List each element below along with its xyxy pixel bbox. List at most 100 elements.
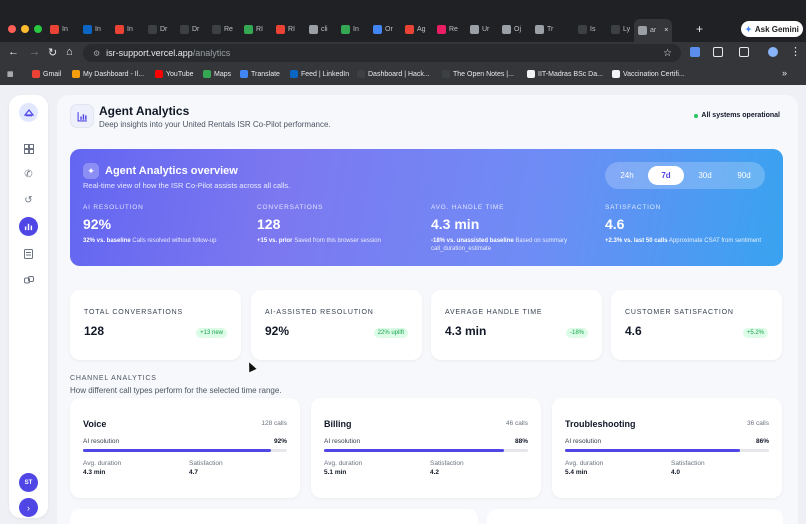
satisfaction-label: Satisfaction: [430, 460, 464, 467]
tab-label: In: [127, 25, 133, 33]
browser-tab[interactable]: Dr: [148, 22, 167, 36]
browser-tab[interactable]: ar ×: [634, 19, 673, 42]
range-option-90d[interactable]: 90d: [737, 171, 751, 180]
channel-call-count: 46 calls: [505, 420, 528, 427]
tab-favicon-icon: [115, 24, 124, 34]
sidebar-item-integrations[interactable]: [21, 272, 36, 287]
bookmark-item[interactable]: My Dashboard - Il...: [72, 70, 144, 78]
satisfaction-label: Satisfaction: [671, 460, 705, 467]
extension-icon[interactable]: [690, 47, 700, 57]
tab-favicon-icon: [437, 24, 446, 34]
satisfaction-value: 4.2: [430, 469, 440, 476]
hero-title: Agent Analytics overview: [105, 165, 238, 177]
browser-tab[interactable]: RI: [244, 22, 263, 36]
zoom-window-button[interactable]: [34, 25, 42, 33]
bookmark-item[interactable]: YouTube: [155, 70, 194, 78]
browser-tab[interactable]: Re: [212, 22, 233, 36]
bookmark-item[interactable]: IIT-Madras BSc Da...: [527, 70, 603, 78]
tab-favicon-icon: [180, 24, 189, 34]
tab-label: In: [353, 25, 359, 33]
sidebar-item-history[interactable]: ↺: [21, 193, 36, 208]
extensions-puzzle-icon[interactable]: [713, 47, 723, 57]
kpi-value: 128: [84, 324, 105, 338]
sidebar-item-dashboard[interactable]: [21, 141, 36, 156]
tab-favicon-icon: [50, 24, 59, 34]
side-panel-icon[interactable]: [739, 47, 749, 57]
bookmark-favicon-icon: [527, 70, 535, 78]
close-window-button[interactable]: [8, 25, 16, 33]
browser-tab[interactable]: Ly: [611, 22, 630, 36]
browser-tab[interactable]: Ag: [405, 22, 426, 36]
kpi-card: TOTAL CONVERSATIONS 128 +13 new: [70, 290, 241, 360]
bookmark-item[interactable]: Vaccination Certifi...: [612, 70, 685, 78]
home-icon[interactable]: ⌂: [66, 46, 73, 58]
tab-label: Re: [224, 25, 233, 33]
tab-favicon-icon: [470, 24, 479, 34]
bookmark-item[interactable]: Gmail: [32, 70, 61, 78]
browser-tab[interactable]: cli: [309, 22, 328, 36]
site-info-icon[interactable]: ⚙: [93, 48, 101, 58]
profile-avatar-icon[interactable]: [768, 47, 778, 57]
browser-tab[interactable]: In: [83, 22, 101, 36]
browser-tab[interactable]: In: [115, 22, 133, 36]
app-page: ✆ ↺ ST › Agent Analytics Deep insights i…: [0, 85, 806, 524]
bookmark-favicon-icon: [357, 70, 365, 78]
hero-metric-value: 4.3 min: [431, 216, 480, 232]
bookmark-item[interactable]: Maps: [203, 70, 231, 78]
bookmark-label: Translate: [251, 70, 280, 78]
hero-metric-value: 4.6: [605, 216, 625, 232]
browser-tab[interactable]: Is: [578, 22, 595, 36]
browser-tab[interactable]: In: [341, 22, 359, 36]
browser-tab[interactable]: Oj: [502, 22, 521, 36]
new-tab-button[interactable]: +: [696, 22, 704, 36]
range-option-7d[interactable]: 7d: [648, 166, 684, 185]
kpi-value: 4.3 min: [445, 324, 487, 338]
bookmark-item[interactable]: Feed | LinkedIn: [290, 70, 349, 78]
bookmark-label: Dashboard | Hack...: [368, 70, 430, 78]
browser-tab[interactable]: Ur: [470, 22, 489, 36]
resolution-label: AI resolution: [565, 438, 602, 445]
hero-metric-description: Saved from this browser session: [294, 238, 381, 244]
browser-tab[interactable]: Or: [373, 22, 393, 36]
channel-card: Troubleshooting 36 calls AI resolution 86% A…: [552, 398, 782, 498]
bookmark-item[interactable]: Translate: [240, 70, 280, 78]
link-icon: [23, 275, 34, 283]
apps-grid-icon[interactable]: ▦: [7, 71, 14, 78]
minimize-window-button[interactable]: [21, 25, 29, 33]
sidebar-item-analytics[interactable]: [19, 217, 38, 236]
forward-arrow-icon[interactable]: →: [29, 46, 40, 58]
back-arrow-icon[interactable]: ←: [8, 46, 19, 58]
range-option-24h[interactable]: 24h: [620, 171, 634, 180]
channel-card: Voice 128 calls AI resolution 92% Avg. durat…: [70, 398, 300, 498]
sidebar-item-calls[interactable]: ✆: [21, 167, 36, 182]
more-bookmarks-button[interactable]: »: [782, 68, 788, 78]
tab-label: cli: [321, 25, 328, 33]
bookmark-favicon-icon: [72, 70, 80, 78]
duration-value: 5.4 min: [565, 469, 588, 476]
reload-icon[interactable]: ↻: [48, 47, 58, 59]
browser-tab[interactable]: Tr: [535, 22, 553, 36]
bookmark-star-icon[interactable]: ☆: [663, 47, 672, 59]
sidebar-item-documents[interactable]: [21, 246, 36, 261]
close-tab-icon[interactable]: ×: [664, 27, 669, 34]
tab-label: Dr: [192, 25, 200, 33]
app-logo-icon[interactable]: [19, 103, 38, 122]
bookmark-label: Vaccination Certifi...: [623, 70, 685, 78]
tab-label: Ur: [482, 25, 490, 33]
user-avatar[interactable]: ST: [19, 473, 38, 492]
expand-sidebar-button[interactable]: ›: [19, 498, 38, 517]
bookmark-item[interactable]: Dashboard | Hack...: [357, 70, 430, 78]
resolution-progress-fill: [324, 449, 504, 452]
range-option-30d[interactable]: 30d: [698, 171, 712, 180]
browser-tab[interactable]: RI: [276, 22, 295, 36]
browser-tab[interactable]: In: [50, 22, 68, 36]
document-icon: [24, 248, 33, 259]
browser-menu-icon[interactable]: ⋮: [790, 46, 801, 58]
browser-tab[interactable]: Re: [437, 22, 458, 36]
tab-favicon-icon: [638, 26, 647, 35]
address-bar[interactable]: ⚙ isr-support.vercel.app /analytics ☆: [83, 44, 681, 62]
hero-metric-value: 128: [257, 216, 281, 232]
bookmark-item[interactable]: The Open Notes |...: [442, 70, 514, 78]
ask-gemini-button[interactable]: ✦ Ask Gemini: [741, 21, 803, 37]
browser-tab[interactable]: Dr: [180, 22, 199, 36]
